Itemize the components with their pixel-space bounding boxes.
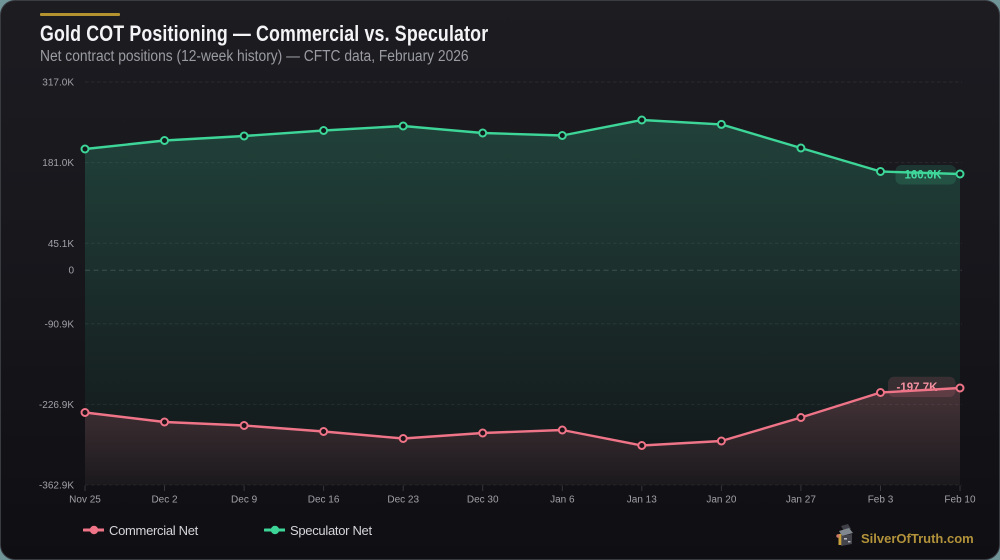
svg-text:-362.9K: -362.9K (39, 481, 74, 492)
svg-text:Feb 3: Feb 3 (868, 495, 894, 506)
svg-text:-226.9K: -226.9K (39, 400, 74, 411)
svg-text:Feb 10: Feb 10 (944, 495, 976, 506)
svg-text:Jan 13: Jan 13 (627, 495, 657, 506)
svg-text:Dec 16: Dec 16 (308, 495, 340, 506)
svg-text:Dec 9: Dec 9 (231, 495, 258, 506)
svg-text:Dec 2: Dec 2 (151, 495, 178, 506)
svg-text:181.0K: 181.0K (42, 158, 74, 169)
svg-text:Jan 20: Jan 20 (706, 495, 736, 506)
svg-text:317.0K: 317.0K (42, 78, 74, 89)
svg-text:Nov 25: Nov 25 (69, 495, 101, 506)
svg-text:Dec 23: Dec 23 (387, 495, 419, 506)
svg-text:Dec 30: Dec 30 (467, 495, 499, 506)
svg-text:0: 0 (68, 266, 74, 277)
svg-text:45.1K: 45.1K (48, 239, 74, 250)
svg-text:Jan 6: Jan 6 (550, 495, 575, 506)
svg-text:Jan 27: Jan 27 (786, 495, 816, 506)
svg-text:-90.9K: -90.9K (45, 319, 75, 330)
